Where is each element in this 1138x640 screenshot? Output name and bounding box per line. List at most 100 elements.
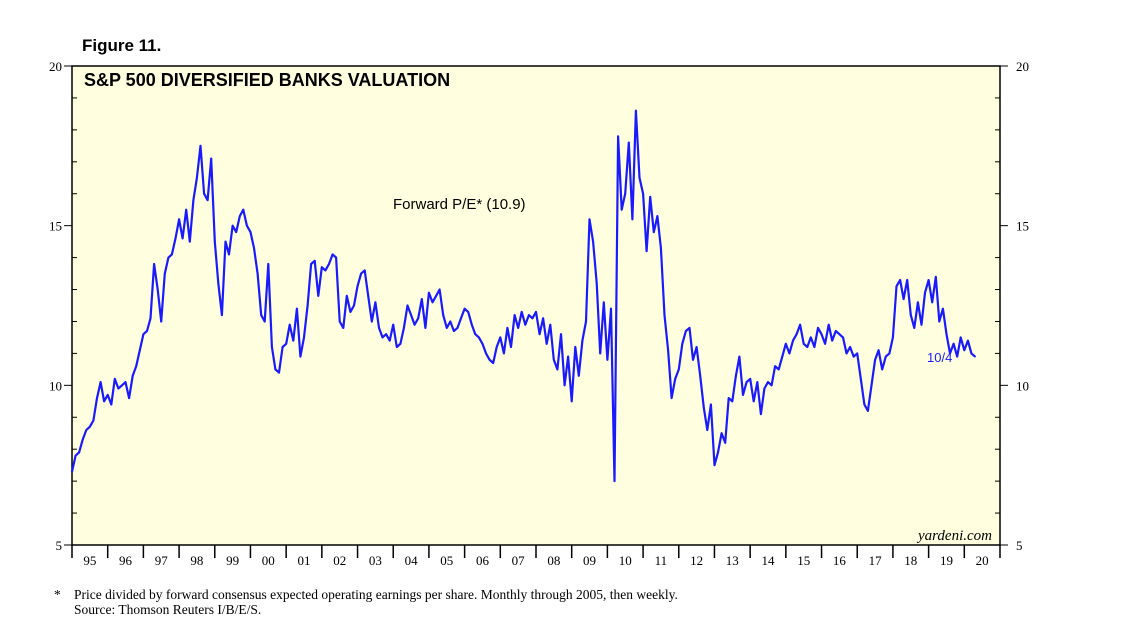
y-tick-label-right: 5 — [1016, 538, 1023, 553]
data-point — [438, 288, 441, 291]
data-point — [235, 231, 238, 234]
data-point — [692, 358, 694, 361]
data-point — [863, 403, 866, 406]
data-point — [124, 381, 127, 383]
data-point — [106, 394, 109, 396]
data-point — [767, 381, 769, 383]
data-point — [99, 381, 102, 383]
x-tick-label: 13 — [726, 553, 739, 568]
data-point — [256, 272, 259, 275]
data-point — [970, 352, 973, 355]
y-tick-label-left: 20 — [49, 59, 62, 74]
data-point — [727, 397, 730, 399]
data-point — [517, 327, 520, 329]
y-tick-label-right: 20 — [1016, 59, 1029, 74]
data-point — [838, 333, 841, 336]
footnote: * Price divided by forward consensus expe… — [54, 587, 678, 617]
data-point — [881, 368, 884, 371]
data-point — [731, 400, 734, 403]
data-point — [749, 378, 752, 380]
data-point — [834, 330, 837, 332]
data-point — [685, 330, 687, 332]
data-point — [545, 342, 548, 345]
data-point — [738, 355, 741, 358]
data-point — [260, 314, 263, 316]
data-point — [770, 384, 773, 387]
data-point — [131, 374, 134, 377]
x-tick-label: 02 — [333, 553, 346, 568]
x-tick-label: 01 — [298, 553, 311, 568]
data-point — [203, 192, 206, 195]
data-point — [892, 336, 894, 339]
data-point — [406, 304, 409, 307]
data-point — [271, 346, 273, 348]
data-point — [363, 269, 366, 272]
data-point — [663, 314, 666, 316]
data-point — [160, 320, 163, 323]
data-point — [296, 307, 298, 310]
x-tick-label: 98 — [190, 553, 203, 568]
x-tick-label: 15 — [797, 553, 810, 568]
data-point — [763, 387, 766, 390]
data-point — [403, 327, 405, 329]
data-point — [945, 333, 948, 336]
x-tick-label: 00 — [262, 553, 275, 568]
data-point — [681, 342, 684, 345]
data-point — [485, 352, 487, 355]
data-point — [631, 218, 634, 221]
data-point — [417, 317, 420, 320]
data-point — [531, 317, 534, 320]
data-point — [735, 374, 737, 377]
data-point — [360, 272, 362, 275]
data-point — [610, 307, 612, 310]
data-point — [652, 231, 655, 234]
x-tick-label: 95 — [83, 553, 96, 568]
data-point — [442, 314, 445, 316]
data-point — [199, 144, 202, 147]
data-point — [399, 342, 402, 345]
data-point — [78, 451, 80, 454]
data-point — [642, 192, 644, 195]
data-point — [556, 368, 559, 371]
data-point — [428, 291, 430, 294]
data-point — [370, 320, 373, 323]
chart: S&P 500 DIVERSIFIED BANKS VALUATION Forw… — [49, 59, 1029, 568]
data-point — [702, 406, 705, 409]
x-tick-label: 05 — [440, 553, 453, 568]
footnote-text: Price divided by forward consensus expec… — [74, 587, 678, 602]
data-point — [185, 208, 188, 211]
data-point — [538, 333, 541, 336]
data-point — [335, 256, 337, 259]
data-point — [563, 384, 566, 387]
footnote-marker: * — [54, 587, 61, 602]
data-point — [367, 295, 370, 297]
data-point — [317, 295, 320, 297]
data-point — [299, 355, 302, 358]
data-point — [542, 317, 544, 320]
data-point — [667, 349, 669, 352]
data-point — [656, 215, 659, 218]
data-point — [478, 336, 480, 339]
data-point — [453, 330, 455, 332]
y-tick-label-right: 15 — [1016, 219, 1029, 234]
data-point — [577, 374, 580, 377]
data-point — [752, 400, 755, 403]
data-point — [431, 301, 434, 304]
data-point — [924, 291, 926, 294]
data-point — [228, 253, 230, 256]
data-point — [167, 256, 170, 259]
data-point — [328, 263, 330, 265]
x-tick-label: 19 — [940, 553, 953, 568]
data-point — [88, 425, 91, 428]
data-point — [353, 304, 355, 307]
y-tick-label-left: 5 — [56, 538, 63, 553]
data-point — [424, 327, 427, 329]
data-point — [238, 215, 241, 218]
data-point — [392, 323, 395, 326]
data-point — [895, 285, 898, 288]
data-point — [217, 282, 220, 284]
data-point — [938, 320, 941, 323]
data-point — [795, 333, 798, 336]
x-tick-label: 17 — [869, 553, 883, 568]
data-point — [388, 339, 391, 342]
